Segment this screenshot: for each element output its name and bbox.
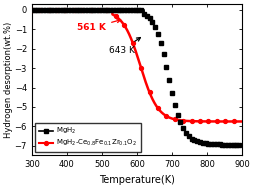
Text: 561 K: 561 K (77, 19, 121, 32)
Legend: MgH$_2$, MgH$_2$-Ce$_{0.8}$Fe$_{0.1}$Zr$_{0.1}$O$_2$: MgH$_2$, MgH$_2$-Ce$_{0.8}$Fe$_{0.1}$Zr$… (35, 122, 141, 152)
X-axis label: Temperature(K): Temperature(K) (99, 175, 175, 185)
Y-axis label: Hydrogen desorption(wt.%): Hydrogen desorption(wt.%) (4, 22, 13, 138)
Text: 643 K: 643 K (109, 38, 140, 55)
